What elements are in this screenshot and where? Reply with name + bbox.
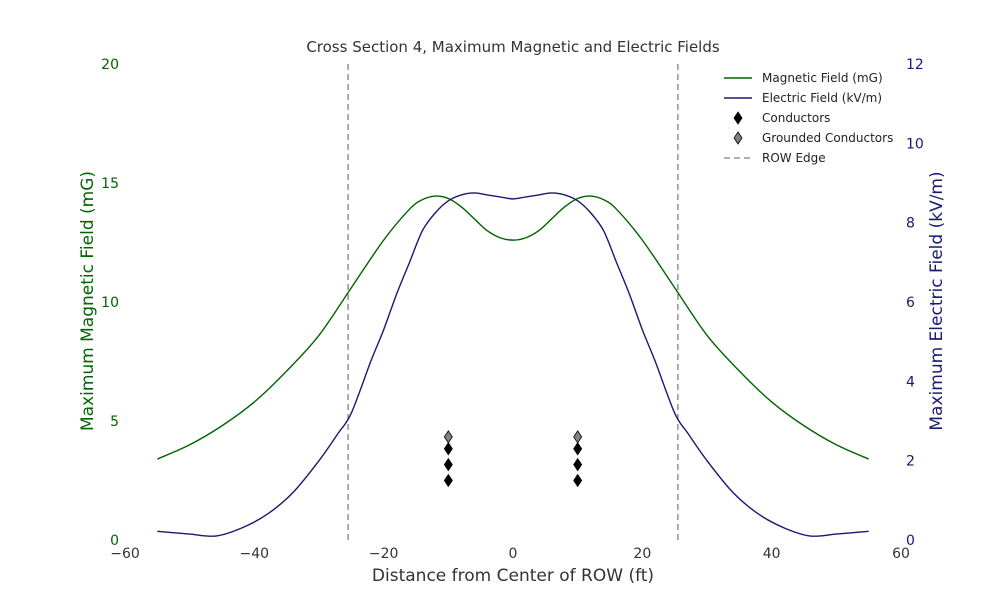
x-tick-label: 60 [892, 546, 910, 562]
y-right-tick-label: 0 [906, 533, 915, 549]
legend-diamond-swatch [733, 131, 743, 145]
grounded-conductor-marker [573, 430, 583, 444]
grounded-conductor-marker [443, 430, 453, 444]
conductor-marker [573, 457, 583, 472]
conductor-marker [573, 442, 583, 456]
x-tick-label: −60 [110, 546, 140, 562]
legend-label: ROW Edge [762, 151, 826, 165]
x-axis-label: Distance from Center of ROW (ft) [372, 566, 654, 586]
y-axis-label-left: Maximum Magnetic Field (mG) [78, 171, 98, 431]
x-tick-label: 20 [633, 546, 651, 562]
y-left-tick-label: 5 [110, 414, 119, 430]
legend-item: ROW Edge [724, 151, 826, 165]
legend-diamond-swatch [733, 111, 743, 125]
series-layer [157, 192, 869, 537]
legend-label: Magnetic Field (mG) [762, 71, 883, 85]
conductor-marker-layer [443, 430, 583, 488]
chart-title: Cross Section 4, Maximum Magnetic and El… [306, 38, 720, 56]
y-left-tick-label: 15 [101, 176, 119, 192]
x-tick-label: −40 [240, 546, 270, 562]
conductor-marker [573, 473, 583, 488]
y-right-tick-label: 6 [906, 295, 915, 311]
y-right-tick-label: 12 [906, 57, 924, 73]
conductor-marker [443, 442, 453, 456]
y-right-tick-label: 4 [906, 374, 915, 390]
y-right-tick-label: 8 [906, 216, 915, 232]
conductor-marker [443, 457, 453, 472]
x-tick-label: 40 [763, 546, 781, 562]
legend-label: Grounded Conductors [762, 131, 893, 145]
legend-label: Conductors [762, 111, 830, 125]
y-left-tick-label: 20 [101, 57, 119, 73]
conductor-marker [443, 473, 453, 488]
legend-item: Magnetic Field (mG) [724, 71, 883, 85]
y-right-tick-label: 10 [906, 136, 924, 152]
electric-field-line [157, 192, 869, 537]
legend-item: Conductors [733, 111, 830, 125]
legend-item: Grounded Conductors [733, 131, 893, 145]
y-axis-label-right: Maximum Electric Field (kV/m) [927, 171, 947, 430]
legend: Magnetic Field (mG) Electric Field (kV/m)… [724, 71, 893, 165]
magnetic-field-line [157, 195, 869, 460]
row-edge-layer [347, 64, 679, 540]
y-left-tick-label: 10 [101, 295, 119, 311]
x-tick-label: 0 [509, 546, 518, 562]
x-tick-label: −20 [369, 546, 399, 562]
y-right-tick-label: 2 [906, 454, 915, 470]
legend-item: Electric Field (kV/m) [724, 91, 882, 105]
legend-label: Electric Field (kV/m) [762, 91, 882, 105]
y-left-tick-label: 0 [110, 533, 119, 549]
